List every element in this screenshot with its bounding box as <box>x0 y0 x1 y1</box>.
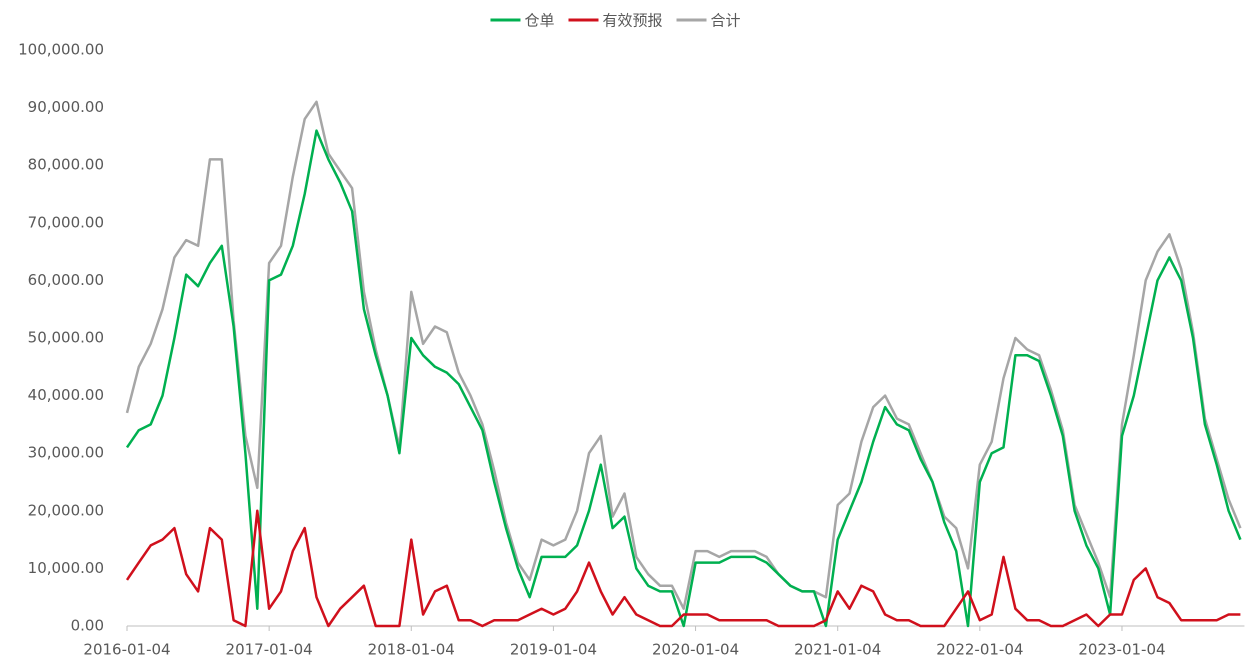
legend-label: 仓单 <box>524 12 554 30</box>
y-tick-label: 50,000.00 <box>28 329 104 347</box>
x-tick-label: 2023-01-04 <box>1078 641 1165 659</box>
x-tick-label: 2022-01-04 <box>936 641 1023 659</box>
series-line <box>125 509 1241 628</box>
y-tick-label: 100,000.00 <box>18 41 104 59</box>
legend-label: 有效预报 <box>602 12 662 30</box>
x-tick-label: 2016-01-04 <box>83 641 170 659</box>
x-tick-label: 2018-01-04 <box>368 641 455 659</box>
x-tick-label: 2017-01-04 <box>226 641 313 659</box>
y-tick-label: 0.00 <box>71 617 104 635</box>
x-tick-label: 2019-01-04 <box>510 641 597 659</box>
y-tick-label: 20,000.00 <box>28 501 104 519</box>
x-tick-label: 2020-01-04 <box>652 641 739 659</box>
y-tick-label: 40,000.00 <box>28 386 104 404</box>
x-tick-label: 2021-01-04 <box>794 641 881 659</box>
y-tick-label: 80,000.00 <box>28 156 104 174</box>
y-tick-label: 90,000.00 <box>28 98 104 116</box>
series-line <box>125 129 1242 628</box>
series-line <box>125 100 1242 610</box>
y-tick-label: 70,000.00 <box>28 213 104 231</box>
y-tick-label: 10,000.00 <box>28 559 104 577</box>
y-tick-label: 60,000.00 <box>28 271 104 289</box>
legend-label: 合计 <box>711 12 741 30</box>
y-tick-label: 30,000.00 <box>28 444 104 462</box>
